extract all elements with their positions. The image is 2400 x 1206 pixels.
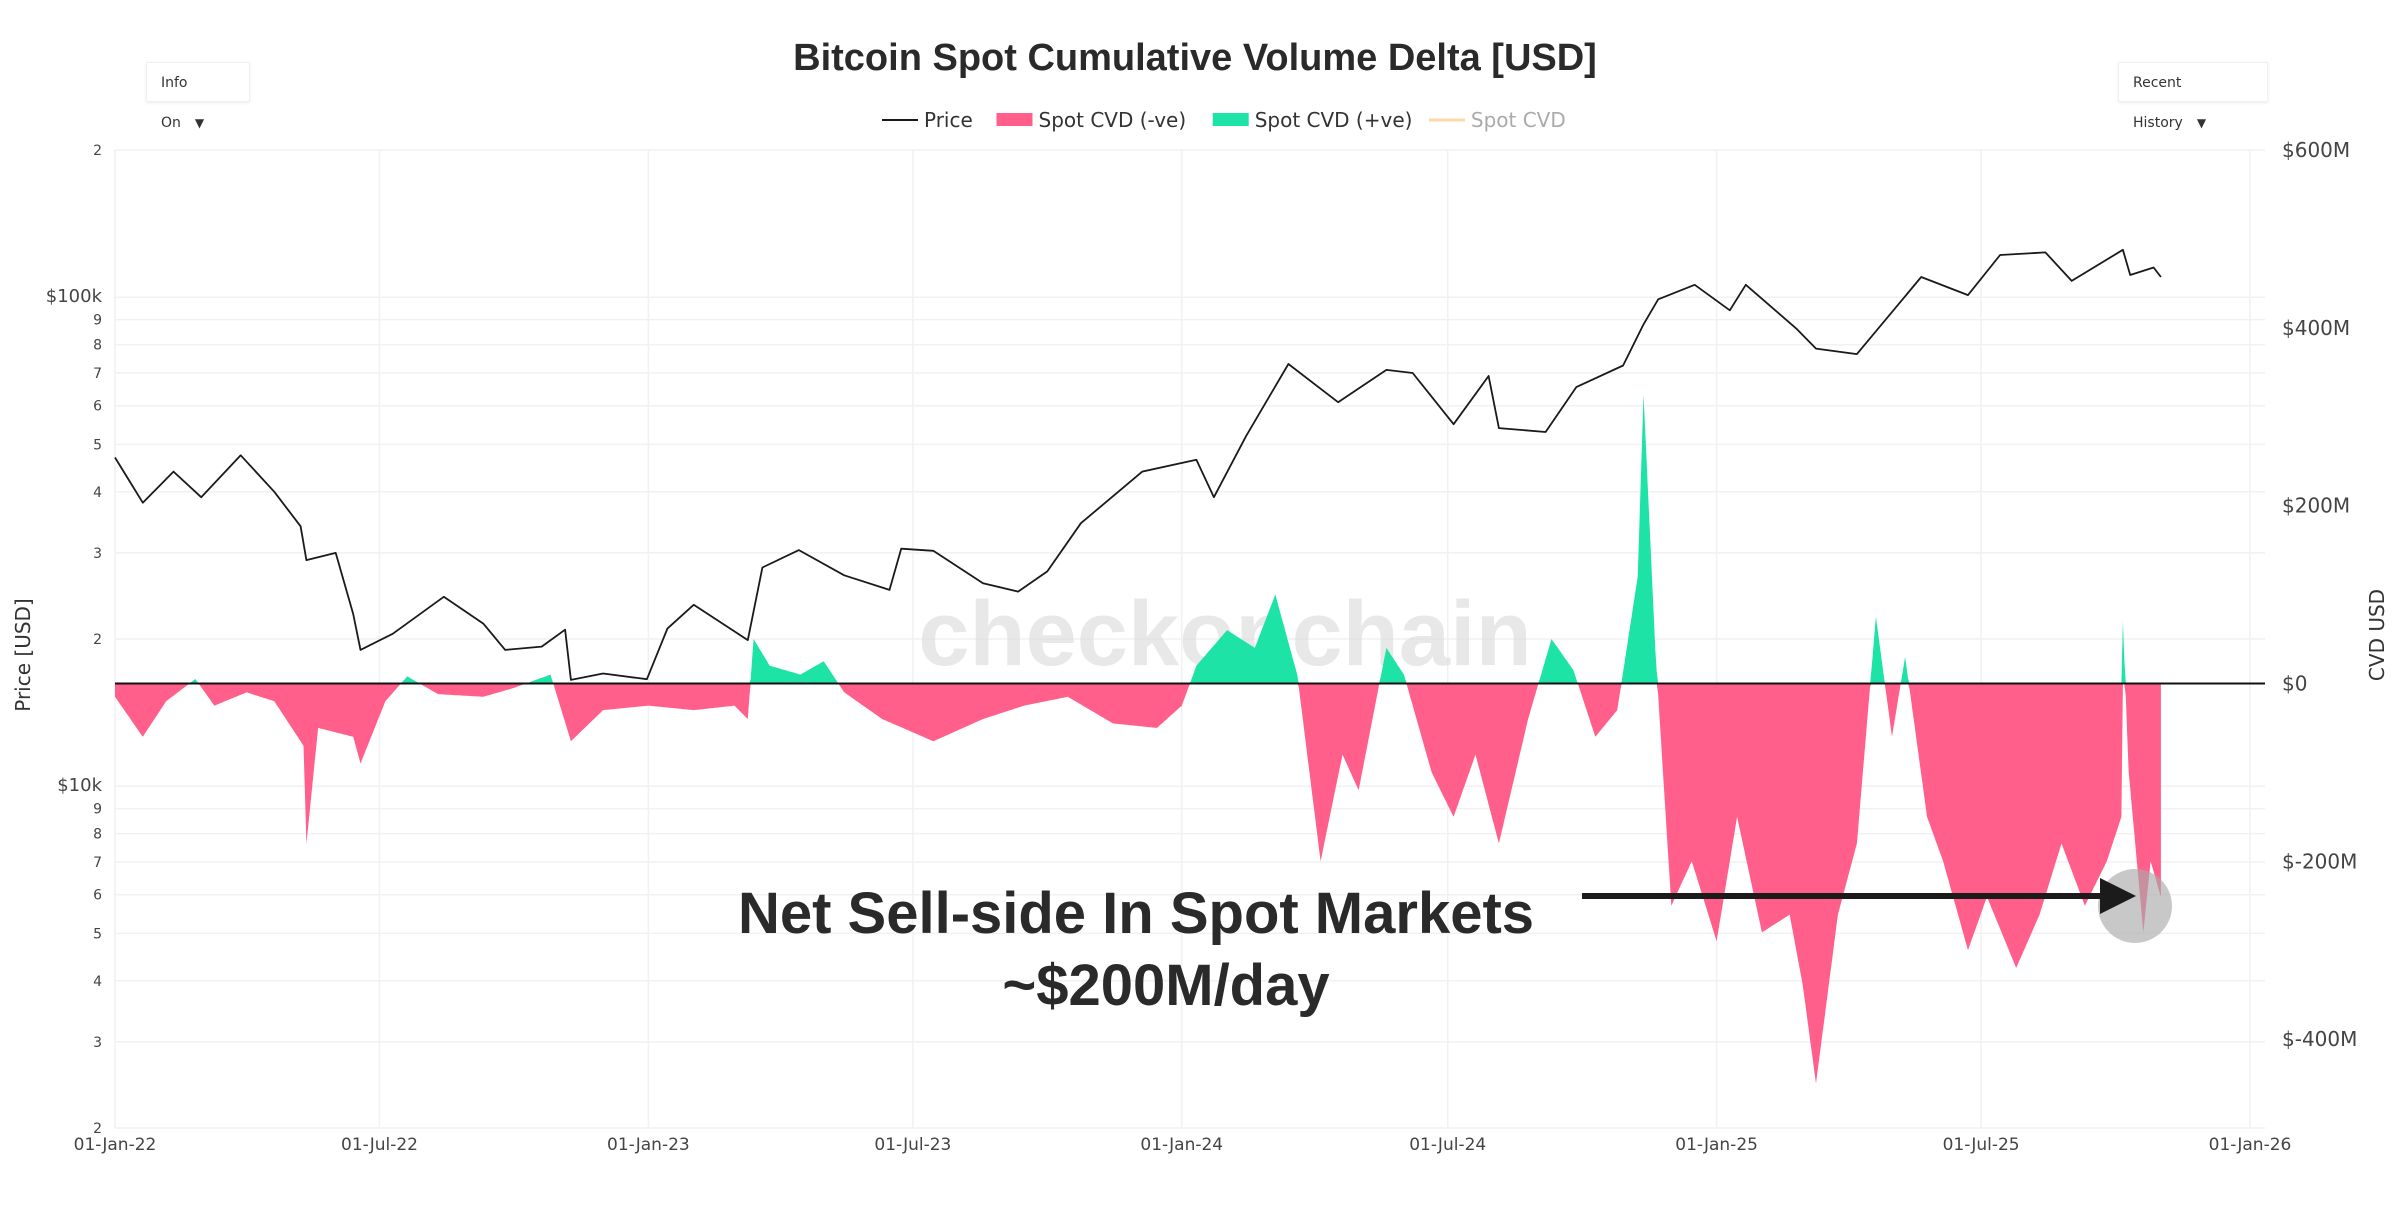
chart-title: Bitcoin Spot Cumulative Volume Delta [US… — [793, 37, 1597, 79]
x-tick-label: 01-Jan-24 — [1140, 1135, 1223, 1155]
legend-label: Spot CVD — [1471, 108, 1566, 132]
price-line — [114, 248, 2162, 681]
cvd-area — [115, 394, 2161, 1084]
x-tick-label: 01-Jul-23 — [874, 1135, 951, 1155]
y-right-tick-label: $200M — [2282, 494, 2350, 518]
y-left-tick-label: 4 — [93, 485, 102, 501]
y-left-tick-label: 3 — [93, 546, 102, 562]
y-left-tick-label: 5 — [93, 926, 102, 942]
y-left-tick-label: 7 — [93, 855, 102, 871]
y-left-tick-label: 8 — [93, 338, 102, 354]
y-right-tick-label: $0 — [2282, 671, 2307, 695]
legend: Price Spot CVD (-ve) Spot CVD (+ve) Spot CV… — [882, 108, 1566, 132]
legend-label: Spot CVD (+ve) — [1255, 108, 1413, 132]
y-left-tick-label: 4 — [93, 974, 102, 990]
y-right-tick-label: $-200M — [2282, 849, 2357, 873]
caret-down-icon: ▼ — [2196, 116, 2207, 130]
legend-swatch — [996, 113, 1033, 126]
y-right-tick-label: $600M — [2282, 138, 2350, 162]
y-left-tick-label: 7 — [93, 366, 102, 382]
info-toggle-label: Info On — [161, 75, 188, 131]
y-right-tick-label: $400M — [2282, 316, 2350, 340]
y-left-tick-label: 3 — [93, 1035, 102, 1051]
x-tick-label: 01-Jan-22 — [74, 1135, 157, 1155]
x-tick-label: 01-Jul-25 — [1943, 1135, 2020, 1155]
cvd-positive-area — [115, 394, 2161, 684]
cvd-negative-area — [115, 683, 2161, 1084]
info-toggle[interactable]: Info On ▼ — [146, 62, 250, 131]
y-left-tick-label: 8 — [93, 827, 102, 843]
left-axis: 2 3 4 5 6 7 8 9 $10k 2 3 4 5 6 7 8 9 $100k 2 — [46, 143, 103, 1137]
y-left-tick-label: 9 — [93, 802, 102, 818]
y-left-tick-label: 6 — [93, 888, 102, 904]
legend-label: Spot CVD (-ve) — [1039, 108, 1187, 132]
y-left-tick-label: 9 — [93, 313, 102, 329]
y-left-tick-label: 2 — [93, 1121, 102, 1137]
legend-item[interactable]: Spot CVD — [1428, 108, 1566, 132]
y-left-tick-label: $100k — [46, 286, 103, 307]
x-tick-label: 01-Jan-23 — [607, 1135, 690, 1155]
x-tick-label: 01-Jul-22 — [341, 1135, 418, 1155]
annotation-line-2: ~$200M/day — [1002, 953, 1329, 1018]
x-axis: 01-Jan-22 01-Jul-22 01-Jan-23 01-Jul-23 01-J… — [74, 1135, 2292, 1155]
price-series — [114, 248, 2162, 681]
y-left-tick-label: $10k — [57, 775, 102, 796]
right-axis: $600M $400M $200M $0 $-200M $-400M — [2282, 138, 2357, 1051]
x-tick-label: 01-Jan-26 — [2209, 1135, 2292, 1155]
legend-swatch — [1212, 113, 1249, 126]
y-left-tick-label: 5 — [93, 437, 102, 453]
annotation: Net Sell-side In Spot Markets ~$200M/day — [738, 869, 2172, 1018]
x-tick-label: 01-Jan-25 — [1675, 1135, 1758, 1155]
history-range-select[interactable]: Recent History ▼ — [2118, 62, 2268, 131]
caret-down-icon: ▼ — [194, 116, 205, 130]
grid-lines — [114, 149, 2265, 1129]
legend-item[interactable]: Price — [882, 108, 973, 132]
y-left-tick-label: 6 — [93, 399, 102, 415]
legend-label: Price — [924, 108, 973, 132]
left-axis-title: Price [USD] — [11, 598, 35, 712]
right-axis-title: CVD USD — [2365, 589, 2389, 681]
legend-item[interactable]: Spot CVD (+ve) — [1212, 108, 1413, 132]
annotation-line-1: Net Sell-side In Spot Markets — [738, 881, 1534, 946]
annotation-arrow-head — [2100, 878, 2136, 914]
x-tick-label: 01-Jul-24 — [1409, 1135, 1486, 1155]
y-left-tick-label: 2 — [93, 632, 102, 648]
history-range-label: Recent History — [2133, 75, 2183, 131]
y-right-tick-label: $-400M — [2282, 1027, 2357, 1051]
legend-item[interactable]: Spot CVD (-ve) — [996, 108, 1187, 132]
y-left-tick-label: 2 — [93, 143, 102, 159]
